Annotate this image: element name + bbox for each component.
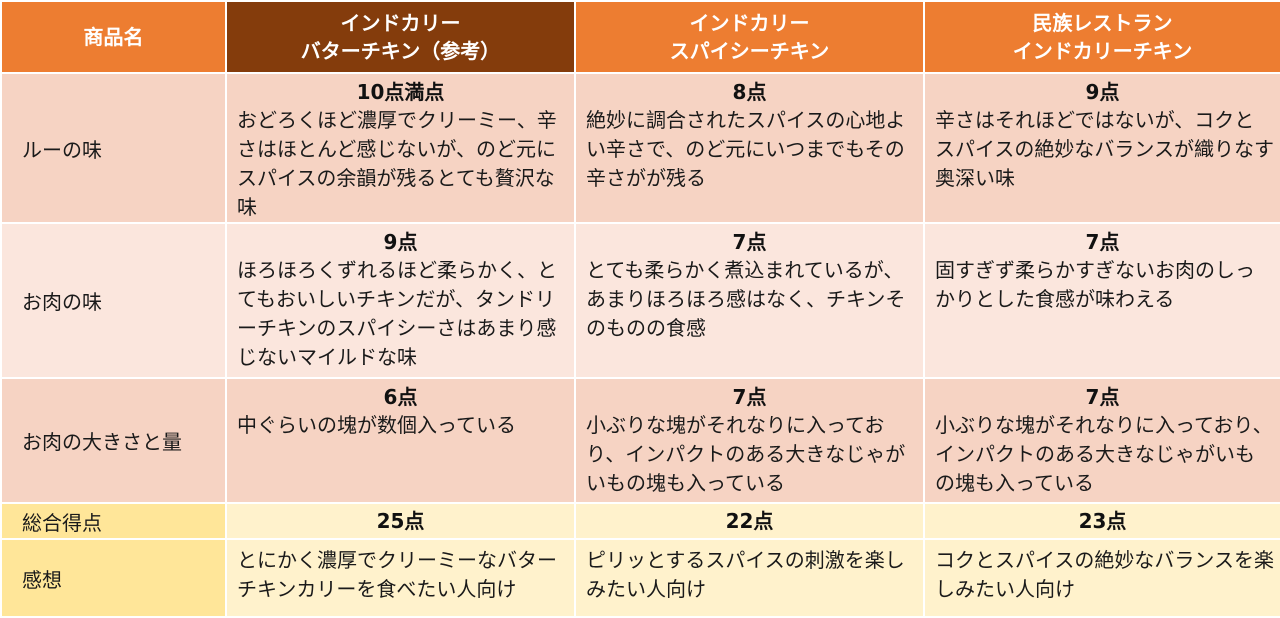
row-meat-taste: お肉の味 9点 ほろほろくずれるほど柔らかく、とてもおいしいチキンだが、タンドリ… <box>0 222 1280 379</box>
score: 6点 <box>383 385 418 409</box>
row-meat-size: お肉の大きさと量 6点 中ぐらいの塊が数個入っている 7点 小ぶりな塊がそれなり… <box>0 377 1280 504</box>
cell: 22点 <box>574 502 925 540</box>
score: 7点 <box>732 230 767 254</box>
score: 8点 <box>732 80 767 104</box>
cell: 7点 固すぎず柔らかすぎないお肉のしっかりとした食感が味わえる <box>923 222 1280 379</box>
description: 小ぶりな塊がそれなりに入っており、インパクトのある大きなじゃがいもの塊も入ってい… <box>935 413 1273 495</box>
description: 中ぐらいの塊が数個入っている <box>237 413 516 437</box>
header-spicy-chicken: インドカリー スパイシーチキン <box>574 0 925 74</box>
header-line: スパイシーチキン <box>669 39 830 63</box>
total-score: 22点 <box>725 509 774 533</box>
description: コクとスパイスの絶妙なバランスを楽しみたい人向け <box>935 548 1274 601</box>
description: とにかく濃厚でクリーミーなバターチキンカリーを食べたい人向け <box>237 548 557 601</box>
score: 7点 <box>1085 230 1120 254</box>
header-ethnic-restaurant: 民族レストラン インドカリーチキン <box>923 0 1280 74</box>
header-butter-chicken: インドカリー バターチキン（参考） <box>225 0 576 74</box>
cell: 6点 中ぐらいの塊が数個入っている <box>225 377 576 504</box>
total-score: 23点 <box>1078 509 1127 533</box>
header-line: インドカリーチキン <box>1012 39 1193 63</box>
description: ほろほろくずれるほど柔らかく、とてもおいしいチキンだが、タンドリーチキンのスパイ… <box>237 258 557 369</box>
cell: 10点満点 おどろくほど濃厚でクリーミー、辛さはほとんど感じないが、のど元にスパ… <box>225 72 576 224</box>
cell: とにかく濃厚でクリーミーなバターチキンカリーを食べたい人向け <box>225 538 576 618</box>
row-roux-taste: ルーの味 10点満点 おどろくほど濃厚でクリーミー、辛さはほとんど感じないが、の… <box>0 72 1280 224</box>
cell: 9点 ほろほろくずれるほど柔らかく、とてもおいしいチキンだが、タンドリーチキンの… <box>225 222 576 379</box>
cell: 7点 とても柔らかく煮込まれているが、あまりほろほろ感はなく、チキンそのものの食… <box>574 222 925 379</box>
header-row: 商品名 インドカリー バターチキン（参考） インドカリー スパイシーチキン 民族… <box>0 0 1280 74</box>
description: 小ぶりな塊がそれなりに入っており、インパクトのある大きなじゃがいもの塊も入ってい… <box>586 413 906 495</box>
total-score: 25点 <box>376 509 425 533</box>
header-line: 民族レストラン <box>1032 11 1173 35</box>
score: 9点 <box>383 230 418 254</box>
description: 絶妙に調合されたスパイスの心地よい辛さで、のど元にいつまでもその辛さがが残る <box>586 108 906 190</box>
row-label: 感想 <box>0 538 227 618</box>
header-product-label: 商品名 <box>0 0 227 74</box>
cell: コクとスパイスの絶妙なバランスを楽しみたい人向け <box>923 538 1280 618</box>
cell: 9点 辛さはそれほどではないが、コクとスパイスの絶妙なバランスが織りなす奥深い味 <box>923 72 1280 224</box>
cell: 8点 絶妙に調合されたスパイスの心地よい辛さで、のど元にいつまでもその辛さがが残… <box>574 72 925 224</box>
header-line: インドカリー <box>689 11 810 35</box>
description: とても柔らかく煮込まれているが、あまりほろほろ感はなく、チキンそのものの食感 <box>586 258 906 340</box>
score: 7点 <box>732 385 767 409</box>
cell: 7点 小ぶりな塊がそれなりに入っており、インパクトのある大きなじゃがいもの塊も入… <box>923 377 1280 504</box>
cell: 23点 <box>923 502 1280 540</box>
cell: ピリッとするスパイスの刺激を楽しみたい人向け <box>574 538 925 618</box>
row-label: 総合得点 <box>0 502 227 540</box>
description: 固すぎず柔らかすぎないお肉のしっかりとした食感が味わえる <box>935 258 1255 311</box>
row-label: お肉の味 <box>0 222 227 379</box>
cell: 7点 小ぶりな塊がそれなりに入っており、インパクトのある大きなじゃがいもの塊も入… <box>574 377 925 504</box>
score: 7点 <box>1085 385 1120 409</box>
description: おどろくほど濃厚でクリーミー、辛さはほとんど感じないが、のど元にスパイスの余韻が… <box>237 108 557 219</box>
row-impression: 感想 とにかく濃厚でクリーミーなバターチキンカリーを食べたい人向け ピリッとする… <box>0 538 1280 618</box>
description: 辛さはそれほどではないが、コクとスパイスの絶妙なバランスが織りなす奥深い味 <box>935 108 1274 190</box>
header-line: インドカリー <box>340 11 461 35</box>
row-total-score: 総合得点 25点 22点 23点 <box>0 502 1280 540</box>
score: 10点満点 <box>356 80 445 104</box>
description: ピリッとするスパイスの刺激を楽しみたい人向け <box>586 548 905 601</box>
header-line: バターチキン（参考） <box>300 39 501 63</box>
score: 9点 <box>1085 80 1120 104</box>
row-label: お肉の大きさと量 <box>0 377 227 504</box>
cell: 25点 <box>225 502 576 540</box>
row-label: ルーの味 <box>0 72 227 224</box>
